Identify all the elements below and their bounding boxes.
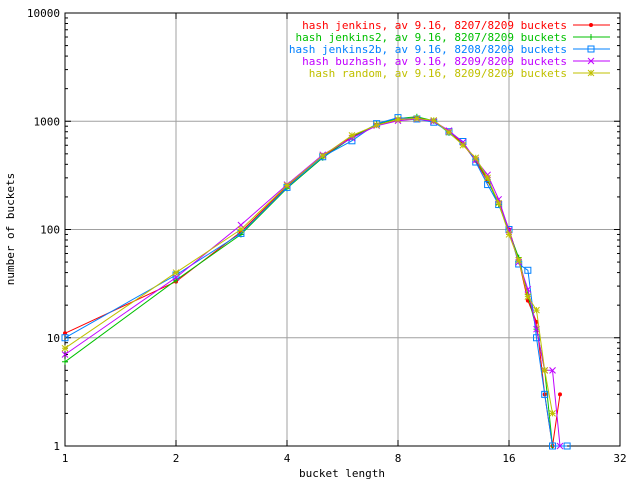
series-2 — [62, 113, 556, 449]
y-tick-label: 10000 — [27, 7, 60, 20]
legend-label: hash jenkins, av 9.16, 8207/8209 buckets — [302, 19, 567, 32]
legend-label: hash jenkins2b, av 9.16, 8208/8209 bucke… — [289, 43, 567, 56]
x-tick-label: 16 — [502, 452, 515, 465]
series-layer — [61, 113, 571, 450]
y-tick-label: 10 — [47, 332, 60, 345]
y-axis-label: number of buckets — [4, 173, 17, 286]
data-point — [484, 174, 491, 182]
data-point — [563, 442, 571, 450]
data-point — [459, 138, 467, 146]
x-tick-label: 1 — [62, 452, 69, 465]
data-point — [524, 293, 532, 300]
y-tick-label: 100 — [40, 224, 60, 237]
data-point — [533, 306, 540, 314]
data-point — [515, 256, 523, 264]
y-tick-label: 1000 — [34, 115, 61, 128]
data-point — [505, 231, 513, 238]
data-point — [237, 226, 245, 233]
legend-marker — [587, 45, 595, 53]
data-point — [495, 199, 503, 207]
data-point — [533, 334, 541, 342]
axis-ticks: 1 2 4 8 16 32 1 10 100 1000 10000 — [27, 7, 627, 465]
series-line — [64, 118, 561, 447]
x-tick-label: 2 — [173, 452, 180, 465]
data-point — [459, 141, 467, 149]
data-point — [549, 366, 556, 374]
data-point — [445, 128, 453, 136]
legend-label: hash jenkins2, av 9.16, 8207/8209 bucket… — [295, 31, 567, 44]
legend-marker — [587, 57, 595, 65]
grid-lines — [65, 13, 620, 446]
series-5 — [61, 115, 556, 417]
y-tick-label: 1 — [53, 440, 60, 453]
data-point — [541, 390, 549, 398]
data-point — [524, 266, 532, 274]
data-point — [348, 132, 356, 139]
data-point — [373, 121, 380, 129]
data-point — [472, 154, 480, 162]
legend-label: hash buzhash, av 9.16, 8209/8209 buckets — [302, 55, 567, 68]
series-3 — [61, 114, 571, 450]
data-point — [413, 115, 421, 122]
data-point — [283, 182, 291, 189]
data-point — [549, 442, 557, 450]
data-point — [319, 152, 327, 160]
data-point — [61, 344, 69, 352]
x-tick-label: 8 — [395, 452, 402, 465]
x-tick-label: 4 — [284, 452, 291, 465]
data-point — [61, 334, 69, 342]
data-point — [549, 410, 556, 417]
x-tick-label: 32 — [613, 452, 626, 465]
legend-marker — [588, 34, 594, 40]
data-point — [394, 116, 402, 123]
data-point — [484, 171, 491, 179]
data-point — [430, 116, 438, 124]
data-point — [61, 351, 69, 358]
series-line — [64, 117, 553, 414]
data-point — [172, 269, 180, 276]
data-point — [541, 366, 549, 374]
data-point — [557, 392, 562, 397]
legend: hash jenkins, av 9.16, 8207/8209 buckets… — [289, 19, 610, 80]
legend-marker — [589, 23, 593, 27]
legend-marker — [587, 69, 595, 77]
data-point — [556, 442, 564, 450]
x-axis-label: bucket length — [299, 467, 385, 480]
data-point — [172, 274, 180, 281]
legend-label: hash random, av 9.16, 8209/8209 buckets — [309, 67, 567, 80]
data-point — [62, 358, 68, 365]
series-line — [64, 117, 568, 447]
